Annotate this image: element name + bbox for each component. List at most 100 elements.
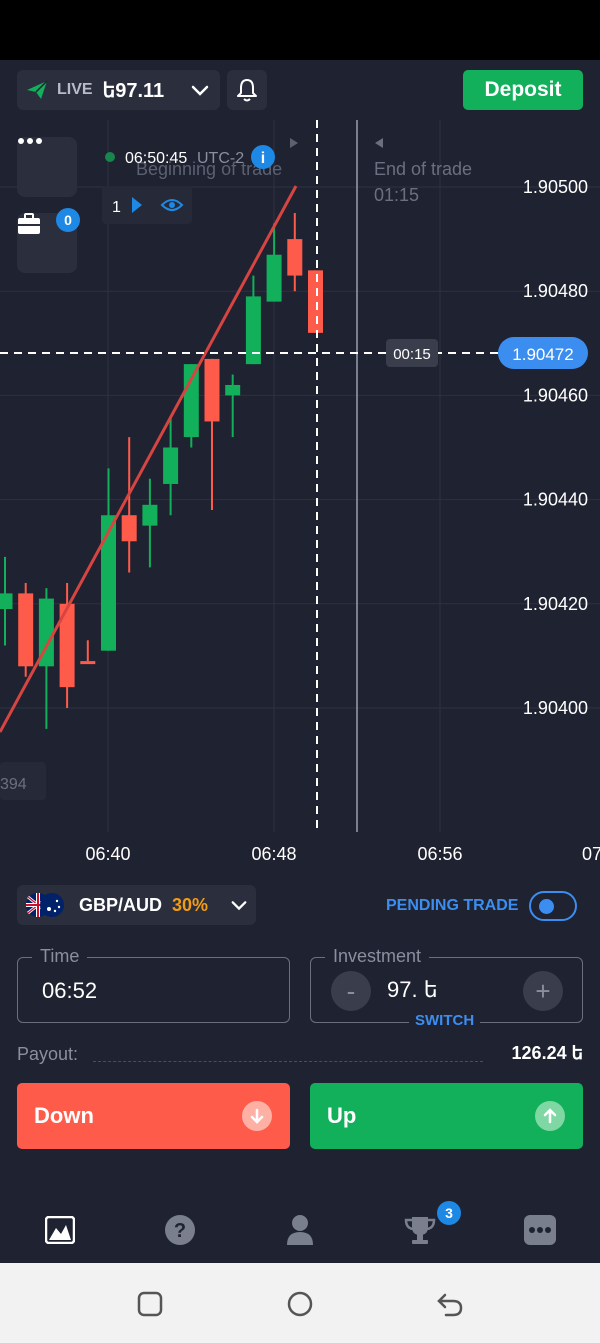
- candle-body: [204, 358, 220, 422]
- time-legend: Time: [32, 946, 88, 967]
- home-icon[interactable]: [285, 1289, 315, 1319]
- notifications-button[interactable]: [227, 70, 267, 110]
- candle-body: [59, 603, 75, 688]
- investment-value[interactable]: 97. ե: [387, 977, 438, 1002]
- account-balance: ե97.11: [102, 79, 165, 102]
- eye-icon[interactable]: [160, 199, 184, 211]
- price-tick-label: 1.90500: [523, 177, 588, 197]
- multiplier-value: 1: [112, 199, 121, 216]
- end-of-trade-label: End of trade: [374, 159, 472, 179]
- candle-body: [0, 593, 13, 610]
- candle-body: [142, 504, 158, 526]
- trend-line: [0, 185, 298, 733]
- asset-payout-percent: 30%: [172, 894, 209, 915]
- current-price-text: 1.90472: [512, 345, 573, 364]
- candle-body: [80, 661, 96, 665]
- investment-field[interactable]: Investment - 97. ե + SWITCH: [310, 946, 583, 1029]
- down-label: Down: [34, 1103, 94, 1128]
- account-selector[interactable]: LIVE ե97.11: [17, 70, 220, 110]
- time-field[interactable]: Time 06:52: [17, 946, 290, 1023]
- price-tick-label: 1.90400: [523, 698, 588, 718]
- more-icon[interactable]: [520, 1210, 560, 1250]
- recent-apps-icon[interactable]: [135, 1289, 165, 1319]
- account-mode: LIVE: [57, 81, 93, 98]
- time-tick-label: 06:48: [251, 844, 296, 864]
- candle-body: [38, 598, 54, 667]
- asset-selector[interactable]: GBP/AUD 30%: [17, 885, 256, 925]
- gbp-aud-flag-icon: [25, 892, 65, 918]
- chart-icon[interactable]: [40, 1210, 80, 1250]
- beginning-of-trade-label: Beginning of trade: [136, 159, 282, 179]
- svg-text:i: i: [261, 150, 265, 167]
- paper-plane-icon: [27, 80, 48, 99]
- chevron-down-icon: [231, 901, 247, 911]
- time-value: 06:52: [42, 978, 98, 1003]
- candle-body: [121, 515, 137, 542]
- svg-text:?: ?: [174, 1220, 186, 1242]
- price-tick-label: 1.90460: [523, 385, 588, 405]
- candle-body: [266, 254, 282, 302]
- increase-investment-button[interactable]: +: [523, 971, 563, 1011]
- portfolio-count-badge: 0: [56, 208, 80, 232]
- left-price-tag: [0, 762, 46, 800]
- deposit-button[interactable]: Deposit: [463, 70, 583, 110]
- multiplier-control[interactable]: [102, 186, 192, 224]
- payout-value: 126.24 ե: [511, 1043, 583, 1063]
- beginning-arrow-icon: [290, 138, 298, 148]
- profile-icon[interactable]: [280, 1210, 320, 1250]
- trophy-icon[interactable]: [400, 1210, 440, 1250]
- bottom-navigation: ? 3: [0, 1190, 600, 1265]
- end-arrow-icon: [375, 138, 383, 148]
- chart-canvas: 1.90500 1.90480 1.90460 1.90440 1.90420 1.904…: [0, 120, 600, 864]
- play-icon: [132, 197, 142, 213]
- time-tick-label: 06:56: [417, 844, 462, 864]
- status-bar: [0, 0, 600, 60]
- help-icon[interactable]: ?: [160, 1210, 200, 1250]
- up-button[interactable]: Up: [310, 1083, 583, 1149]
- price-chart[interactable]: 1.90500 1.90480 1.90460 1.90440 1.90420 1.904…: [0, 120, 600, 890]
- current-price-badge: [498, 337, 588, 369]
- pending-trade-toggle[interactable]: [529, 891, 577, 921]
- switch-currency-button[interactable]: SWITCH: [409, 1012, 481, 1029]
- timezone: UTC-2: [197, 150, 244, 167]
- candle-body: [163, 447, 179, 484]
- info-icon[interactable]: [251, 145, 275, 169]
- price-tick-label: 1.90440: [523, 490, 588, 510]
- time-tick-label: 07: [582, 844, 600, 864]
- candle-body: [308, 270, 323, 333]
- trophy-badge: 3: [437, 1201, 461, 1225]
- payout-label: Payout:: [17, 1044, 79, 1064]
- candle-body: [183, 364, 199, 438]
- candle-body: [101, 515, 116, 651]
- more-options-button[interactable]: [17, 137, 77, 197]
- candle-body: [18, 593, 34, 667]
- candle-body: [287, 239, 303, 276]
- bell-icon: [237, 79, 257, 102]
- countdown-badge: [386, 339, 438, 367]
- down-button[interactable]: Down: [17, 1083, 290, 1149]
- system-navigation-bar: [0, 1263, 600, 1343]
- decrease-investment-button[interactable]: -: [331, 971, 371, 1011]
- end-of-trade-time: 01:15: [374, 185, 419, 205]
- briefcase-icon: [18, 213, 40, 234]
- investment-legend: Investment: [325, 946, 430, 967]
- dots-icon: [18, 138, 42, 144]
- countdown-text: 00:15: [393, 346, 431, 363]
- price-tick-label: 1.90480: [523, 281, 588, 301]
- server-time: 06:50:45: [125, 150, 187, 167]
- portfolio-button[interactable]: [17, 213, 77, 273]
- pending-trade-label: PENDING TRADE: [386, 897, 519, 914]
- live-dot-icon: [105, 152, 115, 162]
- arrow-up-icon: [535, 1101, 565, 1131]
- candle-body: [225, 384, 241, 396]
- candle-body: [245, 296, 261, 365]
- price-tick-label: 1.90420: [523, 594, 588, 614]
- payout-divider: [93, 1061, 483, 1062]
- asset-pair: GBP/AUD: [79, 894, 163, 915]
- time-tick-label: 06:40: [85, 844, 130, 864]
- arrow-down-icon: [242, 1101, 272, 1131]
- back-icon[interactable]: [435, 1289, 465, 1319]
- left-price-text: 394: [0, 776, 27, 793]
- chevron-down-icon: [191, 85, 209, 96]
- top-bar: LIVE ե97.11 Deposit: [0, 60, 600, 120]
